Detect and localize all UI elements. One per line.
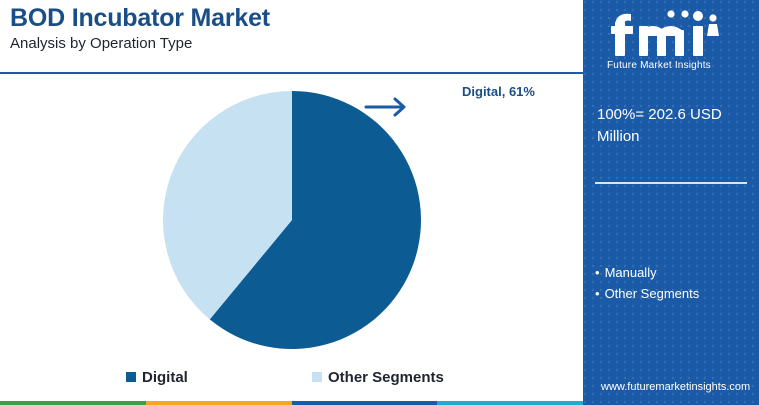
legend-swatch-other-segments xyxy=(312,372,322,382)
header-divider xyxy=(0,72,583,74)
market-total: 100%= 202.6 USD Million xyxy=(597,106,722,145)
website-link[interactable]: www.futuremarketinsights.com xyxy=(601,381,751,393)
pie-slices xyxy=(162,91,421,349)
page-subtitle: Analysis by Operation Type xyxy=(10,35,193,52)
legend-item-other-segments: Other Segments xyxy=(312,369,444,386)
pie-slice-other-segments xyxy=(162,91,292,320)
sidebar-texture xyxy=(583,0,759,405)
legend-swatch-digital xyxy=(126,372,136,382)
segment-item-other-segments: Other Segments xyxy=(595,283,700,304)
pie-chart xyxy=(162,91,421,349)
fmi-logo-icon xyxy=(611,10,719,56)
legend-item-digital: Digital xyxy=(126,369,188,386)
pie-slice-digital xyxy=(209,91,421,349)
legend-label-digital: Digital xyxy=(142,369,188,386)
slice-data-label-digital: Digital, 61% xyxy=(462,84,535,99)
label-arrow xyxy=(364,97,406,117)
brand-name: Future Market Insights xyxy=(607,60,711,71)
segment-item-manually: Manually xyxy=(595,262,699,283)
segment-list: Manually Other Segments xyxy=(595,262,700,304)
info-sidebar: Future Market Insights 100%= 202.6 USD M… xyxy=(583,0,759,405)
bottom-color-strip xyxy=(0,401,583,405)
page-title: BOD Incubator Market xyxy=(10,4,270,32)
legend-label-other-segments: Other Segments xyxy=(328,369,444,386)
sidebar-divider xyxy=(595,182,747,184)
